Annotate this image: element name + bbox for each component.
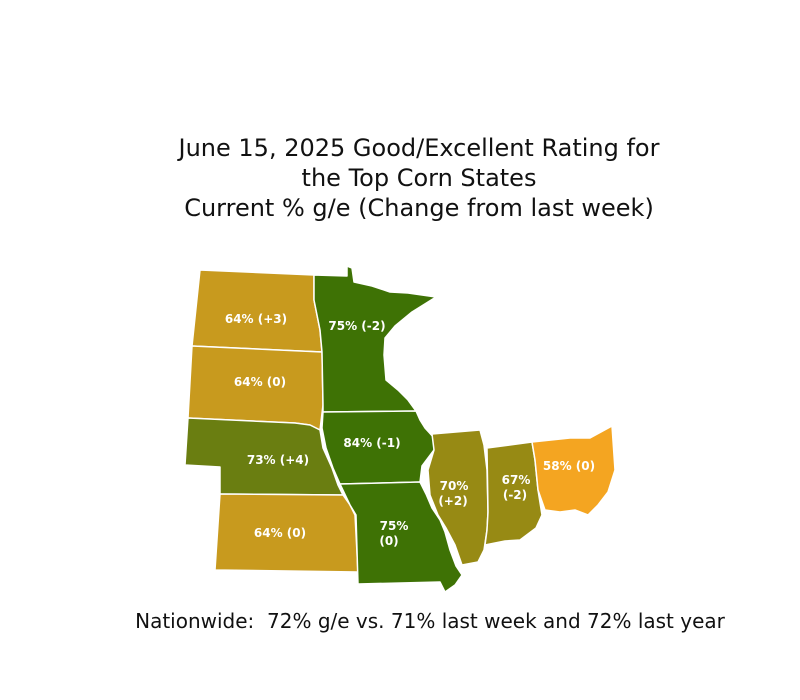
label-missouri-line1: 75% (380, 519, 409, 533)
state-iowa (321, 410, 437, 485)
state-ohio (531, 425, 616, 516)
label-illinois-line2: (+2) (438, 494, 467, 508)
label-indiana-line2: (-2) (503, 488, 527, 502)
state-illinois (427, 429, 489, 566)
state-missouri (339, 481, 463, 593)
title-line-1: June 15, 2025 Good/Excellent Rating for (178, 134, 660, 162)
state-minnesota (313, 265, 437, 413)
label-north-dakota: 64% (+3) (225, 312, 287, 326)
state-north-dakota (191, 269, 323, 353)
title-line-3: Current % g/e (Change from last week) (184, 194, 654, 222)
label-south-dakota: 64% (0) (234, 375, 286, 389)
label-missouri-line2: (0) (379, 534, 398, 548)
label-kansas: 64% (0) (254, 526, 306, 540)
label-nebraska: 73% (+4) (247, 453, 309, 467)
label-minnesota: 75% (-2) (328, 319, 385, 333)
label-ohio: 58% (0) (543, 459, 595, 473)
map-title: June 15, 2025 Good/Excellent Rating for … (0, 133, 800, 223)
state-nebraska (184, 417, 344, 496)
label-indiana-line1: 67% (502, 473, 531, 487)
title-line-2: the Top Corn States (301, 164, 537, 192)
state-kansas (214, 493, 359, 573)
nationwide-summary: Nationwide: 72% g/e vs. 71% last week an… (135, 609, 725, 633)
label-illinois-line1: 70% (440, 479, 469, 493)
label-iowa: 84% (-1) (343, 436, 400, 450)
